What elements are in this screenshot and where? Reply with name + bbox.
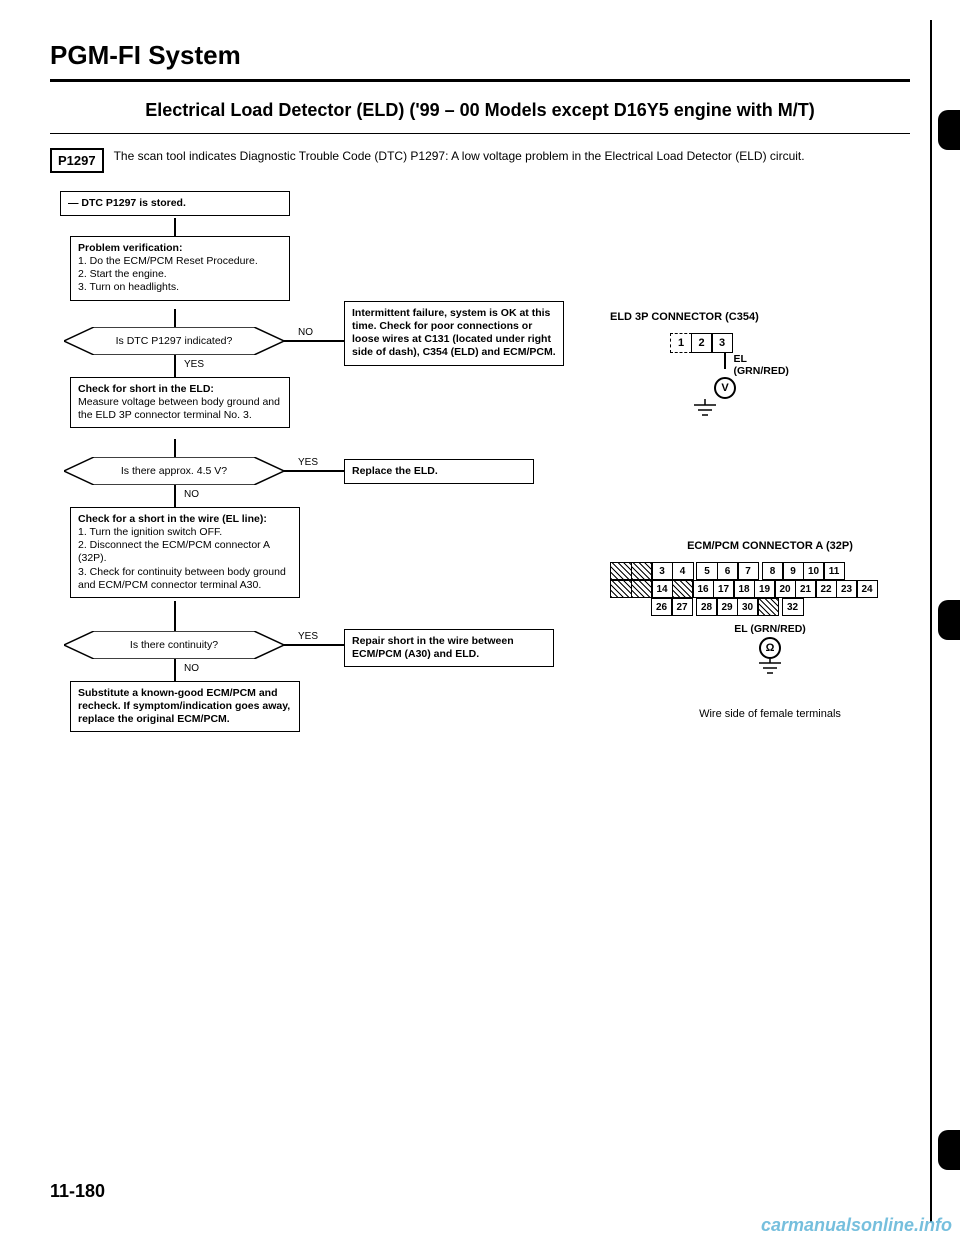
label-no: NO (184, 489, 199, 500)
intro-row: P1297 The scan tool indicates Diagnostic… (50, 148, 910, 173)
decision-continuity: Is there continuity? (64, 631, 284, 659)
voltmeter-icon: V (714, 377, 736, 399)
label-yes: YES (298, 631, 318, 642)
conn1-title: ELD 3P CONNECTOR (C354) (610, 311, 930, 323)
decision-dtc-label: Is DTC P1297 indicated? (64, 327, 284, 355)
flow-verify-head: Problem verification: (78, 242, 182, 254)
decision-voltage: Is there approx. 4.5 V? (64, 457, 284, 485)
flow-verify: Problem verification: 1. Do the ECM/PCM … (70, 236, 290, 301)
pin-2: 2 (691, 333, 713, 353)
divider (50, 133, 910, 134)
flow-short: Check for short in the ELD: Measure volt… (70, 377, 290, 428)
flowchart: — DTC P1297 is stored. Problem verificat… (50, 191, 910, 891)
flow-intermittent: Intermittent failure, system is OK at th… (344, 301, 564, 366)
dtc-code: P1297 (50, 148, 104, 173)
flow-start-text: — DTC P1297 is stored. (68, 197, 186, 209)
connector-ecm: ECM/PCM CONNECTOR A (32P) 34 567 891011 … (610, 540, 930, 720)
ground-icon (755, 659, 785, 675)
flow-start: — DTC P1297 is stored. (60, 191, 290, 216)
flow-short-head: Check for short in the ELD: (78, 383, 214, 395)
label-no: NO (298, 327, 313, 338)
conn2-title: ECM/PCM CONNECTOR A (32P) (610, 540, 930, 552)
pin-3: 3 (711, 333, 733, 353)
flow-intermittent-text: Intermittent failure, system is OK at th… (352, 307, 556, 358)
binder-tab (938, 600, 960, 640)
pin-grid: 34 567 891011 14 16171819202122 2324 (610, 562, 878, 616)
flow-repair-text: Repair short in the wire between ECM/PCM… (352, 635, 514, 660)
conn2-note: Wire side of female terminals (610, 708, 930, 720)
section-subtitle: Electrical Load Detector (ELD) ('99 – 00… (50, 100, 910, 121)
ohmmeter-icon: Ω (759, 637, 781, 659)
conn1-signal: EL (734, 353, 747, 365)
flow-substitute-text: Substitute a known-good ECM/PCM and rech… (78, 687, 290, 725)
flow-wire-body: 1. Turn the ignition switch OFF. 2. Disc… (78, 526, 286, 591)
binder-line (930, 20, 932, 1222)
connector-eld: ELD 3P CONNECTOR (C354) 1 2 3 EL (610, 311, 930, 420)
label-yes: YES (184, 359, 204, 370)
decision-continuity-label: Is there continuity? (64, 631, 284, 659)
flow-replace: Replace the ELD. (344, 459, 534, 484)
conn2-pin-label: EL (GRN/RED) (734, 623, 806, 635)
binder-tab (938, 1130, 960, 1170)
ground-icon (690, 399, 930, 420)
page-number: 11-180 (50, 1181, 105, 1202)
decision-dtc: Is DTC P1297 indicated? (64, 327, 284, 355)
flow-substitute: Substitute a known-good ECM/PCM and rech… (70, 681, 300, 732)
pin-1: 1 (670, 333, 692, 353)
flow-short-body: Measure voltage between body ground and … (78, 396, 280, 421)
label-yes: YES (298, 457, 318, 468)
flow-repair: Repair short in the wire between ECM/PCM… (344, 629, 554, 667)
page-title: PGM-FI System (50, 40, 910, 71)
flow-wire-head: Check for a short in the wire (EL line): (78, 513, 267, 525)
watermark: carmanualsonline.info (761, 1215, 952, 1236)
divider (50, 79, 910, 82)
conn1-color: (GRN/RED) (734, 365, 789, 377)
flow-verify-body: 1. Do the ECM/PCM Reset Procedure. 2. St… (78, 255, 258, 293)
flow-wire: Check for a short in the wire (EL line):… (70, 507, 300, 598)
binder-tab (938, 110, 960, 150)
decision-voltage-label: Is there approx. 4.5 V? (64, 457, 284, 485)
flow-replace-text: Replace the ELD. (352, 465, 438, 477)
intro-text: The scan tool indicates Diagnostic Troub… (114, 148, 805, 164)
label-no: NO (184, 663, 199, 674)
